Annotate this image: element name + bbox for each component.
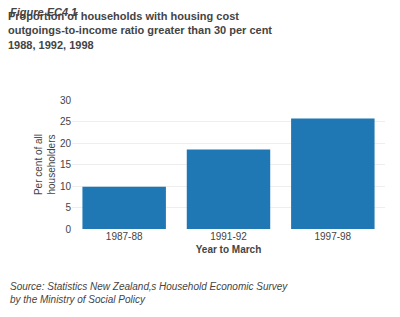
svg-text:Figure EC4.1: Figure EC4.1: [10, 6, 77, 18]
svg-text:5: 5: [65, 202, 71, 213]
svg-text:15: 15: [60, 159, 72, 170]
svg-text:10: 10: [60, 181, 72, 192]
svg-text:Source: Statistics New Zealand: Source: Statistics New Zealand‚s Househo…: [10, 281, 288, 305]
svg-text:20: 20: [60, 138, 72, 149]
svg-text:1987-88: 1987-88: [106, 231, 143, 242]
svg-text:25: 25: [60, 116, 72, 127]
svg-text:0: 0: [65, 224, 71, 235]
svg-text:1991-92: 1991-92: [210, 231, 247, 242]
svg-text:Per cent of allhouseholders: Per cent of allhouseholders: [33, 134, 57, 195]
svg-text:30: 30: [60, 95, 72, 106]
svg-text:Proportion of households with: Proportion of households with housing co…: [8, 10, 272, 51]
svg-text:1997-98: 1997-98: [314, 231, 351, 242]
svg-text:Year to March: Year to March: [196, 244, 262, 255]
